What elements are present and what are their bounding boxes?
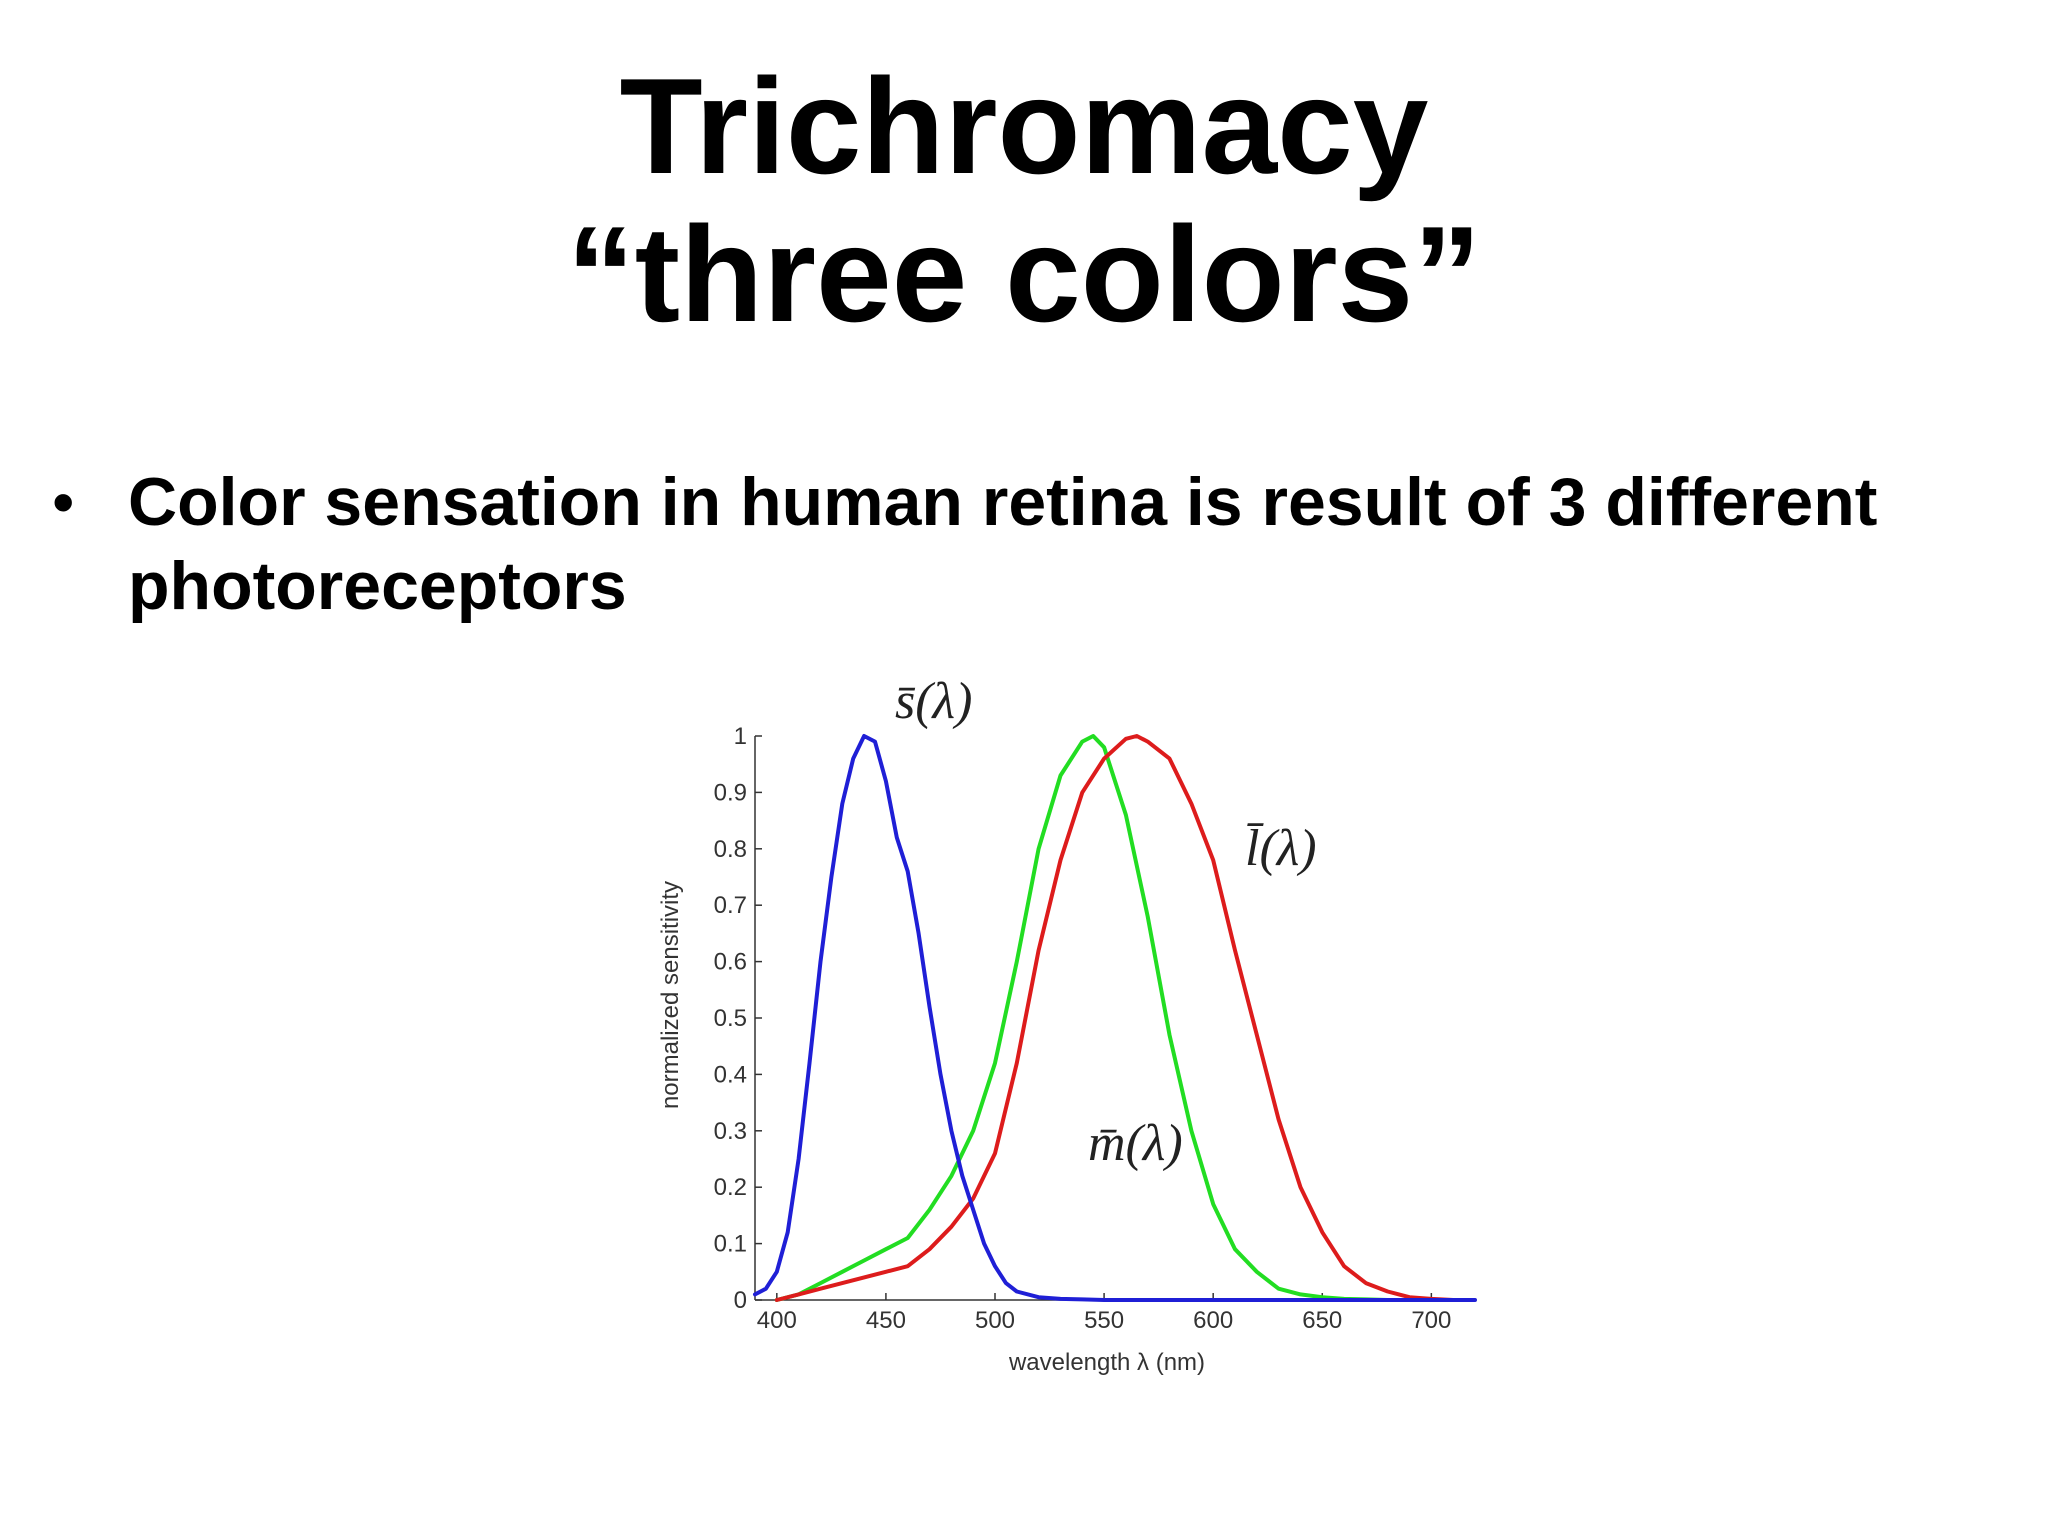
series-line-m: [774, 734, 1434, 1302]
l-curve-label: l̄(λ): [1245, 820, 1317, 877]
y-tick-label: 0.1: [714, 1231, 747, 1258]
bullet-marker: •: [52, 466, 75, 538]
y-tick-label: 0.3: [714, 1118, 747, 1145]
x-tick-label: 500: [975, 1307, 1015, 1334]
x-axis-label: wavelength λ (nm): [1008, 1349, 1205, 1376]
x-tick-label: 550: [1084, 1307, 1124, 1334]
y-tick-label: 0.7: [714, 892, 747, 919]
y-tick-label: 0.2: [714, 1174, 747, 1201]
y-tick-label: 0.8: [714, 836, 747, 863]
m-curve-label: m̄(λ): [1088, 1115, 1183, 1172]
x-tick-label: 400: [757, 1307, 797, 1334]
x-tick-label: 450: [866, 1307, 906, 1334]
y-tick-label: 0.6: [714, 949, 747, 976]
x-tick-label: 650: [1302, 1307, 1342, 1334]
series-line-l: [774, 734, 1456, 1302]
slide-title: Trichromacy “three colors”: [0, 52, 2048, 348]
cone-sensitivity-chart: 400 450 500 550 600 650 700 0 0.1 0.2 0.3 0.4 0.5 0.6…: [657, 673, 1477, 1376]
y-axis-label: normalized sensitivity: [657, 881, 684, 1109]
s-curve-label: s̄(λ): [895, 673, 972, 730]
y-tick-label: 0.4: [714, 1061, 747, 1088]
bullet-text: Color sensation in human retina is resul…: [128, 464, 1878, 624]
title-line-2: “three colors”: [566, 198, 1482, 350]
y-tick-label: 0: [734, 1287, 747, 1314]
x-tick-label: 700: [1411, 1307, 1451, 1334]
title-line-1: Trichromacy: [619, 50, 1429, 202]
plot-layer: 400 450 500 550 600 650 700 0 0.1 0.2 0.3 0.4 0.5 0.6…: [714, 723, 1477, 1334]
y-tick-label: 0.5: [714, 1005, 747, 1032]
series-line-s: [753, 734, 1477, 1302]
x-tick-label: 600: [1193, 1307, 1233, 1334]
y-tick-label: 1: [734, 723, 747, 750]
y-tick-label: 0.9: [714, 779, 747, 806]
